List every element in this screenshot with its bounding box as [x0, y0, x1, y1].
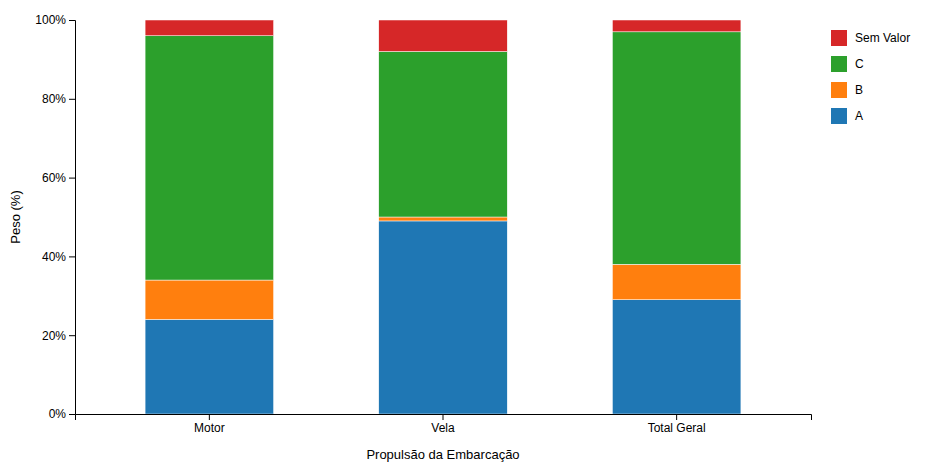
y-tick: 0% [49, 407, 75, 421]
legend: Sem Valor CBA [831, 30, 910, 124]
legend-swatch [831, 108, 847, 124]
y-tick-label: 0% [49, 407, 67, 421]
bar [379, 20, 508, 52]
x-tick-label: Total Geral [648, 421, 706, 435]
x-tick-label: Vela [431, 421, 455, 435]
x-tick-label: Motor [194, 421, 225, 435]
x-axis-line [76, 415, 812, 421]
y-tick-mark [69, 414, 75, 415]
bar [379, 221, 508, 414]
y-tick-mark [69, 99, 75, 100]
y-tick-label: 60% [42, 171, 66, 185]
bar [379, 217, 508, 221]
y-tick: 100% [35, 13, 75, 27]
x-tick-mark [443, 414, 444, 420]
legend-swatch [831, 82, 847, 98]
y-axis-title: Peso (%) [8, 190, 23, 243]
y-axis: 0% 20% 40% 60% 80% 100% [35, 13, 75, 421]
bar [612, 300, 741, 414]
legend-label: B [855, 83, 863, 97]
series [145, 32, 741, 280]
y-tick: 40% [42, 250, 75, 264]
x-tick: Motor [194, 414, 225, 435]
bar [612, 20, 741, 32]
x-tick: Total Geral [648, 414, 706, 435]
x-axis: Motor Vela Total Geral [76, 414, 812, 435]
legend-item: B [831, 82, 863, 98]
y-tick-mark [69, 20, 75, 21]
bar [145, 20, 274, 36]
legend-item: Sem Valor [831, 30, 910, 46]
legend-label: A [855, 109, 863, 123]
legend-swatch [831, 30, 847, 46]
bar [145, 36, 274, 280]
y-tick: 60% [42, 171, 75, 185]
series [145, 20, 741, 52]
x-tick-mark [209, 414, 210, 420]
y-tick-label: 20% [42, 329, 66, 343]
legend-swatch [831, 56, 847, 72]
bar [612, 32, 741, 264]
plot: Motor Vela Total Geral 0% 20% 40% 60% 80% 100% [35, 13, 811, 434]
x-axis-title: Propulsão da Embarcação [366, 447, 519, 462]
bar [379, 52, 508, 217]
legend-label: C [855, 57, 864, 71]
x-tick-mark [676, 414, 677, 420]
x-tick: Vela [431, 414, 455, 435]
y-tick-mark [69, 256, 75, 257]
bar [145, 280, 274, 319]
bar [145, 319, 274, 414]
bars [145, 20, 741, 414]
y-tick: 20% [42, 329, 75, 343]
y-tick-label: 80% [42, 92, 66, 106]
y-tick-label: 100% [35, 13, 66, 27]
y-tick-mark [69, 335, 75, 336]
y-tick: 80% [42, 92, 75, 106]
legend-label: Sem Valor [855, 31, 910, 45]
bar [612, 264, 741, 299]
y-axis-line [69, 21, 76, 415]
chart: Motor Vela Total Geral 0% 20% 40% 60% 80% 100% Pr… [0, 0, 951, 474]
y-tick-label: 40% [42, 250, 66, 264]
y-tick-mark [69, 178, 75, 179]
legend-item: A [831, 108, 863, 124]
legend-item: C [831, 56, 864, 72]
